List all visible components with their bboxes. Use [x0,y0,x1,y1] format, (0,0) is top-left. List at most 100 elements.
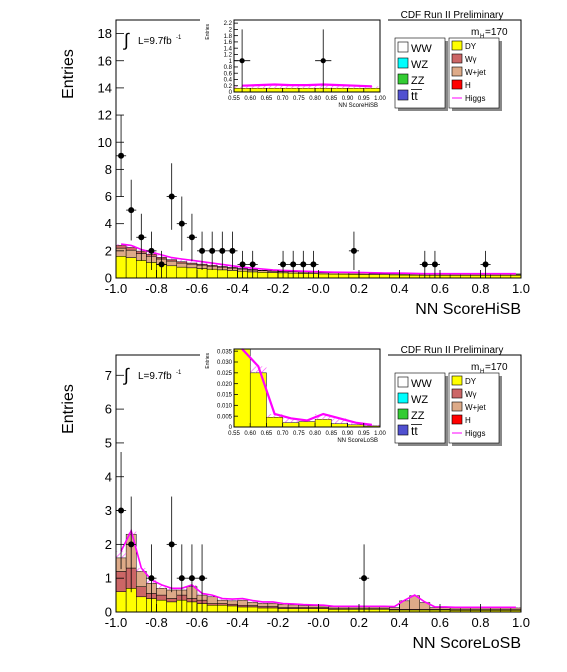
inset-bar-total-5 [315,419,331,427]
bar-DY-0 [116,256,126,278]
ytick-label: 2 [105,243,112,258]
xtick-label: 0.4 [390,615,408,630]
bar-Wgamma-0 [116,245,126,248]
data-point-1 [128,207,134,213]
bar-DY-16 [278,609,288,612]
bar-Wjet-37 [491,608,501,610]
bar-DY-9 [207,269,217,278]
data-point-7 [361,575,367,581]
data-point-10 [219,248,225,254]
bar-Wjet-16 [278,604,288,607]
inset-ytick-label: 0.4 [224,78,233,84]
inset-xtick-label: 0.60 [244,431,256,437]
inset-bar-total-2 [266,88,282,92]
inset-xtick-label: 0.75 [293,96,305,102]
bar-DY-11 [227,271,237,278]
inset-x-axis-title: NN ScoreLoSB [337,438,378,444]
inset-xtick-label: 0.90 [342,431,354,437]
bar-Wgamma-4 [157,595,167,600]
ytick-label: 18 [98,26,112,41]
data-point-18 [351,248,357,254]
xtick-label: -0.4 [226,615,248,630]
inset-xtick-label: 0.80 [309,96,321,102]
inset-ytick-label: 1.2 [224,53,233,59]
legend-label-H: H [465,416,471,425]
lumi-label: L=9.7fb [138,36,172,47]
inset-data-point-0 [240,58,245,63]
inset-bar-total-4 [299,88,315,92]
inset-y-axis-title: Entries [205,353,211,369]
inset-xtick-label: 0.95 [358,96,370,102]
inset-ytick-label: 0.035 [217,349,233,355]
bar-Wgamma-5 [167,598,177,601]
legend-swatch-Wgamma [452,54,462,63]
bar-DY-5 [167,602,177,612]
ytick-label: 10 [98,135,112,150]
inset-losb: 00.0050.0100.0150.0200.0250.0300.0350.55… [200,343,388,445]
data-point-0 [118,153,124,159]
bar-Wgamma-7 [187,263,197,264]
bar-DY-7 [187,268,197,278]
legend-swatch-Wgamma [452,389,462,398]
bar-DY-25 [369,275,379,278]
ytick-label: 8 [105,162,112,177]
inset-bar-total-4 [299,422,315,427]
inset-ytick-label: 2.2 [224,21,233,27]
data-point-14 [280,261,286,267]
data-point-16 [300,261,306,267]
xtick-label: 0.4 [390,281,408,296]
inset-ytick-label: 1.8 [224,34,233,40]
legend-label-DY: DY [465,377,477,386]
bar-DY-12 [238,607,248,612]
data-point-3 [169,541,175,547]
inset-xtick-label: 0.90 [342,96,354,102]
bar-DY-15 [268,273,278,278]
inset-data-point-1 [321,58,326,63]
legend-label-Wgamma: Wγ [465,55,477,64]
bar-DY-24 [359,274,369,278]
bar-Wjet-6 [177,263,187,267]
xtick-label: 0.6 [431,615,449,630]
ytick-label: 4 [105,469,112,484]
inset-ytick-label: 0.2 [224,84,233,90]
run-label: CDF Run II Preliminary [401,345,504,356]
bar-Wgamma-12 [238,605,248,607]
xtick-label: 0.8 [471,615,489,630]
ytick-label: 1 [105,571,112,586]
inset-xtick-label: 0.85 [325,96,337,102]
bar-Wjet-0 [116,248,126,256]
bar-Wjet-13 [248,602,258,605]
bar-Wjet-35 [470,608,480,610]
ytick-label: 12 [98,108,112,123]
xtick-label: -1.0 [105,281,127,296]
inset-bar-total-6 [331,88,347,92]
bar-DY-6 [177,267,187,278]
inset-xtick-label: 0.65 [261,96,273,102]
legend-swatch-DY [452,41,462,50]
data-point-9 [209,248,215,254]
legend-swatch-H [452,415,462,424]
inset-ytick-label: 0.005 [217,414,233,420]
bar-Wjet-33 [450,608,460,610]
legend-swatch-WZ [398,393,408,403]
data-point-2 [148,575,154,581]
xtick-label: 0.6 [431,281,449,296]
lumi-label: L=9.7fb [138,371,172,382]
legend-label-ZZ: ZZ [411,410,425,422]
data-point-6 [179,221,185,227]
inset-xtick-label: 0.55 [228,96,240,102]
bar-DY-22 [339,274,349,278]
inset-ytick-label: 0.6 [224,71,233,77]
xtick-label: -1.0 [105,615,127,630]
legend-swatch-WW [398,377,408,387]
ytick-label: 3 [105,503,112,518]
legend-label-ZZ: ZZ [411,75,425,87]
integral-symbol: ∫ [122,365,130,385]
legend-label-WZ: WZ [411,394,428,406]
lumi-exponent: -1 [176,370,182,376]
bar-Wjet-19 [308,606,318,608]
ytick-label: 2 [105,537,112,552]
data-point-21 [483,261,489,267]
